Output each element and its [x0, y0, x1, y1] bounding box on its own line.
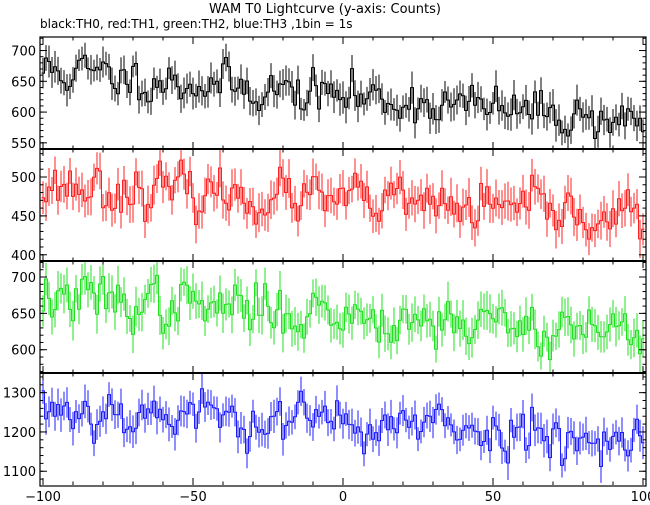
- series-th0: [41, 42, 645, 149]
- panel-th3: 1100 1200 1300: [3, 372, 646, 485]
- x-tick-label: −100: [25, 490, 61, 505]
- series-th3: [41, 373, 645, 483]
- y-tick-label: 650: [11, 75, 36, 90]
- y-tick-label: 1300: [3, 387, 36, 402]
- y-tick-label: 550: [11, 137, 36, 152]
- step-line: [41, 274, 645, 361]
- y-tick-label: 700: [11, 271, 36, 286]
- y-tick-label: 650: [11, 307, 36, 322]
- y-tick-label: 600: [11, 344, 36, 359]
- x-tick-label: 0: [339, 490, 347, 505]
- x-axis: −100 −50 0 50 100: [25, 490, 650, 505]
- panel-th2: 600 650 700: [11, 260, 646, 373]
- panel-th0: 550 600 650 700: [11, 37, 646, 152]
- step-line: [41, 54, 645, 139]
- step-line: [41, 159, 645, 240]
- y-tick-label: 700: [11, 45, 36, 60]
- panel-th1: 400 450 500: [11, 148, 646, 264]
- y-tick-label: 600: [11, 106, 36, 121]
- y-tick-label: 450: [11, 210, 36, 225]
- plot-frame: [39, 36, 647, 487]
- panels: 550 600 650 700 400 450 500 600 650 700 1100 1200 13…: [3, 36, 647, 487]
- step-line: [41, 388, 645, 467]
- y-tick-label: 1200: [3, 426, 36, 441]
- chart-title: WAM T0 Lightcurve (y-axis: Counts): [209, 2, 441, 17]
- y-tick-label: 400: [11, 249, 36, 264]
- series-th1: [41, 149, 645, 259]
- series-th2: [41, 261, 645, 373]
- x-tick-label: 100: [631, 490, 650, 505]
- chart-subtitle: black:TH0, red:TH1, green:TH2, blue:TH3 …: [40, 17, 353, 31]
- x-tick-label: −50: [179, 490, 206, 505]
- y-tick-label: 500: [11, 171, 36, 186]
- x-tick-label: 50: [485, 490, 502, 505]
- y-tick-label: 1100: [3, 465, 36, 480]
